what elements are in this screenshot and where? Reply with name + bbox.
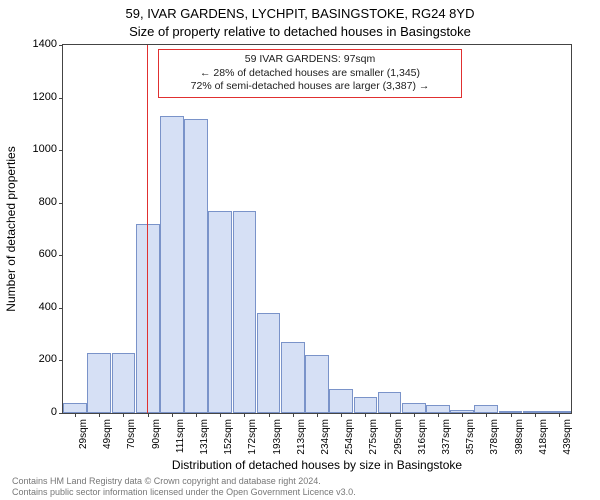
- reference-vline: [147, 45, 148, 413]
- xtick-label: 316sqm: [417, 419, 428, 455]
- histogram-bar: [63, 403, 87, 414]
- xtick-label: 378sqm: [489, 419, 500, 455]
- histogram-bar: [112, 353, 136, 413]
- histogram-bar: [329, 389, 353, 413]
- xtick-mark: [365, 413, 366, 417]
- xtick-mark: [123, 413, 124, 417]
- xtick-label: 131sqm: [199, 419, 210, 455]
- ytick-label: 600: [17, 248, 57, 260]
- ytick-label: 800: [17, 196, 57, 208]
- ytick-mark: [59, 360, 63, 361]
- histogram-bar: [184, 119, 208, 413]
- footer-line1: Contains HM Land Registry data © Crown c…: [12, 476, 356, 487]
- xtick-label: 193sqm: [272, 419, 283, 455]
- xtick-label: 357sqm: [465, 419, 476, 455]
- xtick-mark: [462, 413, 463, 417]
- xtick-mark: [317, 413, 318, 417]
- xtick-label: 213sqm: [296, 419, 307, 455]
- footer-attribution: Contains HM Land Registry data © Crown c…: [12, 476, 356, 498]
- ytick-label: 1000: [17, 143, 57, 155]
- ytick-mark: [59, 45, 63, 46]
- annotation-line: 59 IVAR GARDENS: 97sqm: [165, 53, 455, 67]
- xtick-label: 111sqm: [175, 419, 186, 453]
- xtick-mark: [293, 413, 294, 417]
- xtick-label: 439sqm: [562, 419, 573, 455]
- histogram-bar: [257, 313, 281, 413]
- xtick-mark: [220, 413, 221, 417]
- annotation-box: 59 IVAR GARDENS: 97sqm← 28% of detached …: [158, 49, 462, 98]
- histogram-bar: [305, 355, 329, 413]
- chart-title-line2: Size of property relative to detached ho…: [0, 24, 600, 39]
- xtick-mark: [269, 413, 270, 417]
- xtick-mark: [244, 413, 245, 417]
- xtick-label: 70sqm: [126, 419, 137, 449]
- histogram-bar: [354, 397, 378, 413]
- ytick-label: 1200: [17, 91, 57, 103]
- xtick-mark: [196, 413, 197, 417]
- footer-line2: Contains public sector information licen…: [12, 487, 356, 498]
- annotation-line: 72% of semi-detached houses are larger (…: [165, 80, 455, 94]
- chart-title-line1: 59, IVAR GARDENS, LYCHPIT, BASINGSTOKE, …: [0, 6, 600, 21]
- xtick-label: 254sqm: [344, 419, 355, 455]
- xtick-label: 234sqm: [320, 419, 331, 455]
- ytick-mark: [59, 255, 63, 256]
- xtick-label: 418sqm: [538, 419, 549, 455]
- xtick-label: 275sqm: [368, 419, 379, 455]
- histogram-bar: [233, 211, 257, 413]
- xtick-label: 295sqm: [393, 419, 404, 455]
- histogram-bar: [87, 353, 111, 413]
- histogram-bar: [378, 392, 402, 413]
- histogram-bar: [402, 403, 426, 414]
- ytick-mark: [59, 308, 63, 309]
- xtick-mark: [172, 413, 173, 417]
- histogram-bar: [474, 405, 498, 413]
- chart-container: 59, IVAR GARDENS, LYCHPIT, BASINGSTOKE, …: [0, 0, 600, 500]
- xtick-mark: [438, 413, 439, 417]
- xtick-mark: [99, 413, 100, 417]
- xtick-mark: [390, 413, 391, 417]
- ytick-label: 200: [17, 353, 57, 365]
- xtick-mark: [341, 413, 342, 417]
- xtick-mark: [511, 413, 512, 417]
- ytick-mark: [59, 98, 63, 99]
- xtick-mark: [486, 413, 487, 417]
- ytick-mark: [59, 150, 63, 151]
- xtick-label: 398sqm: [514, 419, 525, 455]
- xtick-mark: [75, 413, 76, 417]
- xtick-mark: [535, 413, 536, 417]
- xtick-label: 152sqm: [223, 419, 234, 455]
- histogram-bar: [281, 342, 305, 413]
- xtick-label: 49sqm: [102, 419, 113, 449]
- ytick-label: 1400: [17, 38, 57, 50]
- xtick-label: 29sqm: [78, 419, 89, 449]
- xtick-mark: [559, 413, 560, 417]
- plot-area: 29sqm49sqm70sqm90sqm111sqm131sqm152sqm17…: [62, 44, 572, 414]
- histogram-bar: [426, 405, 450, 413]
- histogram-bar: [160, 116, 184, 413]
- ytick-mark: [59, 413, 63, 414]
- xtick-label: 337sqm: [441, 419, 452, 455]
- xtick-label: 172sqm: [247, 419, 258, 455]
- xtick-label: 90sqm: [151, 419, 162, 449]
- ytick-mark: [59, 203, 63, 204]
- ytick-label: 400: [17, 301, 57, 313]
- xtick-mark: [148, 413, 149, 417]
- histogram-bar: [208, 211, 232, 413]
- ytick-label: 0: [17, 406, 57, 418]
- y-axis-label: Number of detached properties: [4, 44, 18, 414]
- x-axis-label: Distribution of detached houses by size …: [62, 458, 572, 472]
- xtick-mark: [414, 413, 415, 417]
- annotation-line: ← 28% of detached houses are smaller (1,…: [165, 67, 455, 81]
